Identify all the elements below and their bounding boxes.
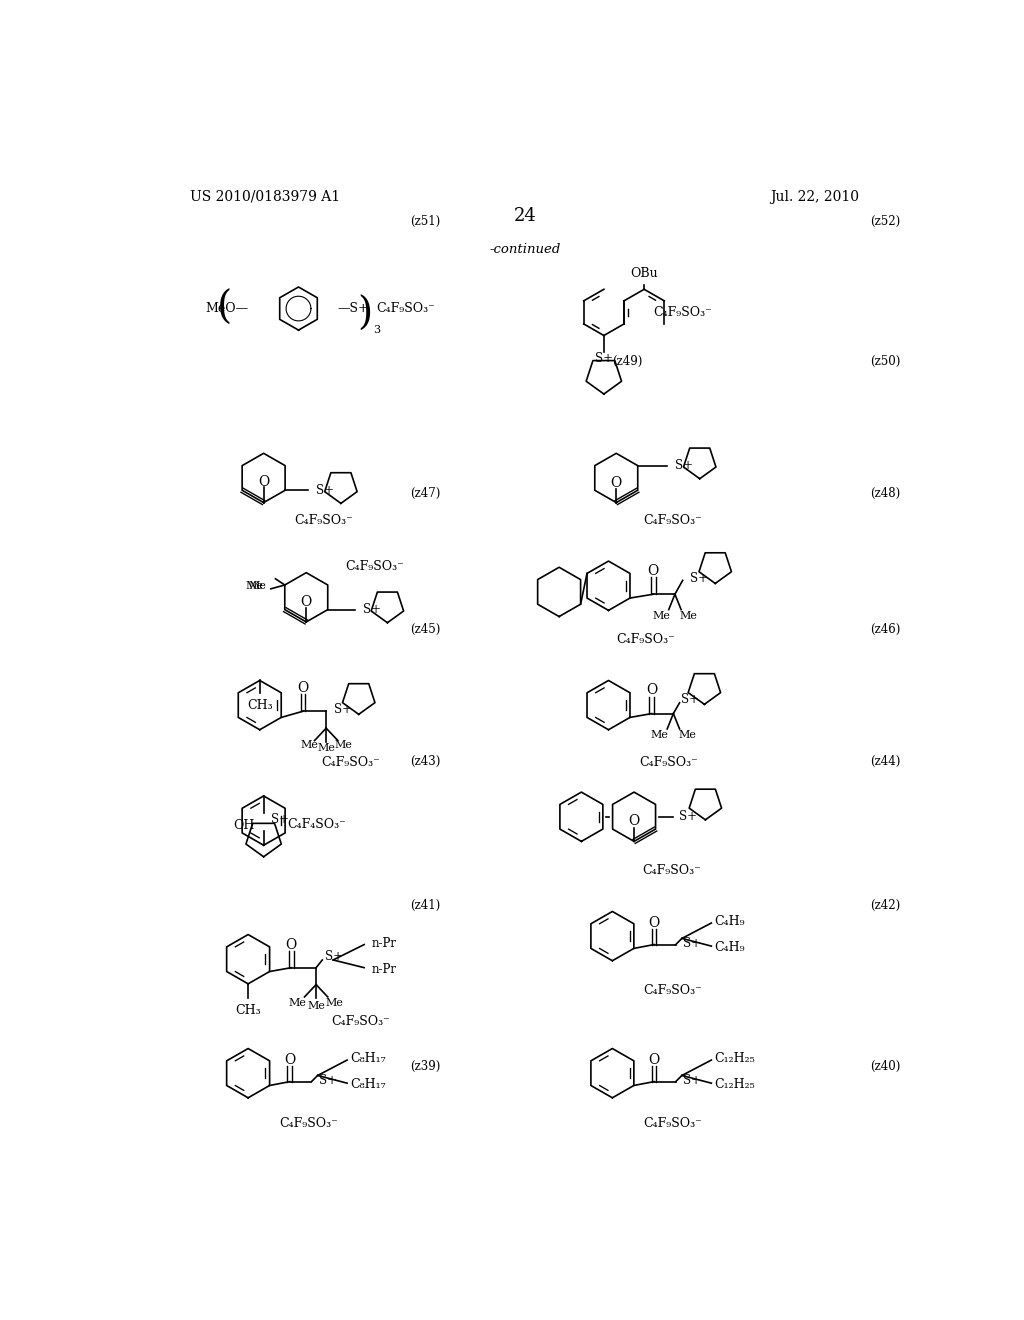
Text: C₄F₉SO₃⁻: C₄F₉SO₃⁻: [643, 513, 702, 527]
Text: (z52): (z52): [870, 215, 900, 228]
Text: S+: S+: [271, 813, 290, 825]
Text: S+: S+: [362, 603, 381, 616]
Text: O: O: [610, 475, 622, 490]
Text: C₈H₁₇: C₈H₁₇: [350, 1052, 386, 1065]
Text: (z41): (z41): [410, 899, 440, 912]
Text: Me: Me: [678, 730, 696, 741]
Text: C₄H₉: C₄H₉: [715, 915, 745, 928]
Text: O: O: [286, 937, 297, 952]
Text: (z43): (z43): [410, 755, 440, 768]
Text: S+: S+: [681, 693, 699, 706]
Text: -continued: -continued: [489, 243, 560, 256]
Text: Me: Me: [680, 611, 697, 620]
Text: (z49): (z49): [612, 355, 642, 368]
Text: (z45): (z45): [410, 623, 440, 635]
Text: C₄F₉SO₃⁻: C₄F₉SO₃⁻: [280, 1117, 338, 1130]
Text: S+: S+: [679, 810, 697, 824]
Text: (z50): (z50): [870, 355, 900, 368]
Text: (z51): (z51): [410, 215, 440, 228]
Text: Me: Me: [650, 730, 669, 741]
Text: (z40): (z40): [870, 1060, 900, 1073]
Text: S+: S+: [683, 936, 701, 949]
Text: (: (: [217, 290, 232, 327]
Text: S+: S+: [319, 1073, 337, 1086]
Text: C₄H₉: C₄H₉: [715, 941, 745, 954]
Text: C₄F₉SO₃⁻: C₄F₉SO₃⁻: [616, 634, 675, 647]
Text: Jul. 22, 2010: Jul. 22, 2010: [771, 190, 859, 203]
Text: O: O: [648, 1053, 659, 1067]
Text: S+: S+: [690, 573, 709, 585]
Text: S+: S+: [595, 352, 613, 366]
Text: (z39): (z39): [410, 1060, 440, 1073]
Text: C₄F₉SO₃⁻: C₄F₉SO₃⁻: [332, 1015, 390, 1028]
Text: (z42): (z42): [870, 899, 900, 912]
Text: S+: S+: [683, 1073, 701, 1086]
Text: (z44): (z44): [870, 755, 900, 768]
Text: —S+: —S+: [337, 302, 369, 315]
Text: 24: 24: [513, 207, 537, 226]
Text: C₄F₉SO₃⁻: C₄F₉SO₃⁻: [376, 302, 435, 315]
Text: O: O: [297, 681, 308, 696]
Text: O: O: [301, 595, 312, 609]
Text: CH₃: CH₃: [247, 700, 272, 711]
Text: O: O: [647, 564, 658, 578]
Text: S+: S+: [316, 483, 334, 496]
Text: n-Pr: n-Pr: [372, 962, 397, 975]
Text: (z48): (z48): [870, 487, 900, 500]
Text: S+: S+: [675, 459, 693, 473]
Text: CH₃: CH₃: [236, 1003, 261, 1016]
Text: Me: Me: [326, 998, 344, 1008]
Text: (z47): (z47): [410, 487, 440, 500]
Text: C₁₂H₂₅: C₁₂H₂₅: [715, 1078, 756, 1092]
Text: C₄F₉SO₃⁻: C₄F₉SO₃⁻: [345, 560, 403, 573]
Text: O: O: [646, 684, 657, 697]
Text: C₄F₉SO₃⁻: C₄F₉SO₃⁻: [643, 983, 702, 997]
Text: S+: S+: [334, 704, 352, 717]
Text: Me: Me: [334, 741, 352, 750]
Text: n-Pr: n-Pr: [372, 936, 397, 949]
Text: C₄F₉SO₃⁻: C₄F₉SO₃⁻: [642, 865, 700, 878]
Text: Me: Me: [307, 1001, 325, 1011]
Text: C₄F₉SO₃⁻: C₄F₉SO₃⁻: [640, 756, 698, 770]
Text: S+: S+: [326, 950, 343, 964]
Text: ): ): [356, 296, 372, 333]
Text: Me: Me: [248, 581, 266, 591]
Text: C₄F₄SO₃⁻: C₄F₄SO₃⁻: [287, 818, 346, 832]
Text: Me: Me: [245, 581, 263, 591]
Text: MeO—: MeO—: [205, 302, 248, 315]
Text: 3: 3: [373, 326, 380, 335]
Text: OH: OH: [232, 818, 254, 832]
Text: Me: Me: [289, 998, 306, 1008]
Text: (z46): (z46): [870, 623, 900, 635]
Text: C₈H₁₇: C₈H₁₇: [350, 1078, 386, 1092]
Text: C₁₂H₂₅: C₁₂H₂₅: [715, 1052, 756, 1065]
Text: C₄F₉SO₃⁻: C₄F₉SO₃⁻: [653, 306, 712, 319]
Text: C₄F₉SO₃⁻: C₄F₉SO₃⁻: [643, 1117, 702, 1130]
Text: Me: Me: [317, 743, 335, 754]
Text: O: O: [629, 814, 640, 829]
Text: Me: Me: [300, 741, 318, 750]
Text: US 2010/0183979 A1: US 2010/0183979 A1: [190, 190, 340, 203]
Text: Me: Me: [652, 611, 670, 620]
Text: O: O: [284, 1053, 295, 1067]
Text: OBu: OBu: [631, 267, 658, 280]
Text: O: O: [258, 475, 269, 488]
Text: O: O: [648, 916, 659, 931]
Text: C₄F₉SO₃⁻: C₄F₉SO₃⁻: [295, 513, 353, 527]
Text: C₄F₉SO₃⁻: C₄F₉SO₃⁻: [322, 756, 381, 770]
